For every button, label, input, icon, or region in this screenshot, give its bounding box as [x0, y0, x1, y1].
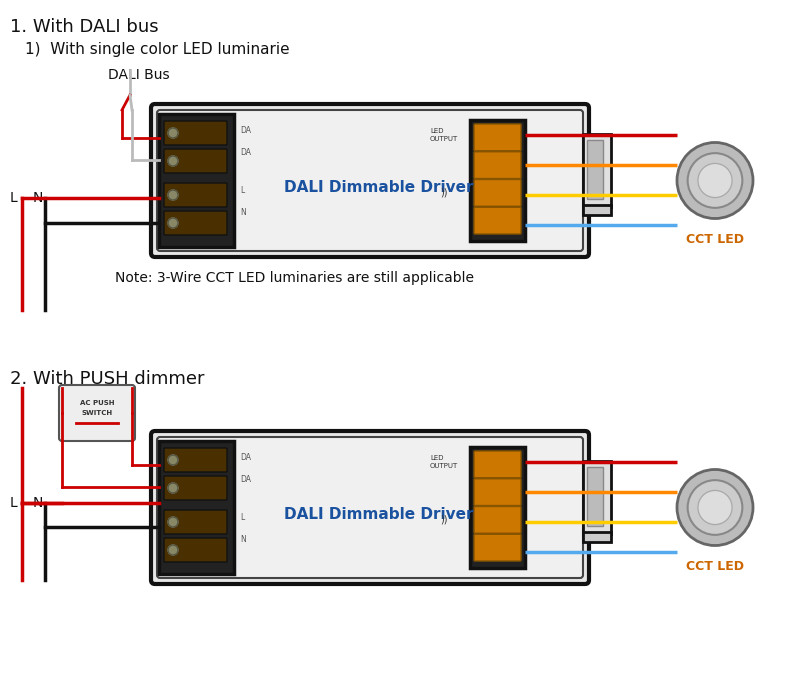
Text: DALI Bus: DALI Bus — [108, 68, 170, 82]
FancyBboxPatch shape — [164, 510, 227, 534]
FancyBboxPatch shape — [164, 183, 227, 207]
Text: DALI Dimmable Driver: DALI Dimmable Driver — [284, 180, 474, 195]
Text: CCT LED: CCT LED — [686, 233, 744, 245]
FancyBboxPatch shape — [164, 476, 227, 500]
Circle shape — [168, 156, 178, 166]
FancyBboxPatch shape — [474, 152, 521, 179]
FancyBboxPatch shape — [474, 451, 521, 477]
Bar — [583, 204, 611, 215]
Text: LED
OUTPUT: LED OUTPUT — [430, 455, 458, 468]
FancyBboxPatch shape — [474, 124, 521, 151]
Circle shape — [168, 218, 178, 228]
Text: DA: DA — [240, 147, 251, 156]
FancyBboxPatch shape — [474, 207, 521, 234]
Text: SWITCH: SWITCH — [82, 410, 113, 416]
Text: DA: DA — [240, 475, 251, 484]
Bar — [159, 441, 234, 574]
FancyBboxPatch shape — [474, 479, 521, 505]
Text: N: N — [33, 191, 43, 205]
Text: 2. With PUSH dimmer: 2. With PUSH dimmer — [10, 370, 205, 388]
Text: N: N — [240, 534, 246, 543]
Circle shape — [688, 153, 742, 208]
Text: CCT LED: CCT LED — [686, 559, 744, 573]
FancyBboxPatch shape — [151, 104, 589, 257]
FancyBboxPatch shape — [157, 110, 583, 251]
Bar — [470, 120, 525, 241]
Bar — [583, 532, 611, 541]
Text: L: L — [240, 512, 244, 521]
Text: 1. With DALI bus: 1. With DALI bus — [10, 18, 158, 36]
Text: DA: DA — [240, 126, 251, 135]
Circle shape — [677, 470, 753, 546]
FancyBboxPatch shape — [157, 437, 583, 578]
Circle shape — [698, 163, 732, 197]
FancyBboxPatch shape — [164, 121, 227, 145]
Bar — [159, 114, 234, 247]
Circle shape — [168, 190, 178, 200]
FancyBboxPatch shape — [59, 385, 135, 441]
Bar — [583, 134, 611, 206]
Circle shape — [168, 545, 178, 555]
Text: N: N — [240, 208, 246, 217]
FancyBboxPatch shape — [474, 534, 521, 561]
Bar — [470, 447, 525, 568]
Circle shape — [168, 455, 178, 465]
Circle shape — [168, 483, 178, 493]
Text: 1)  With single color LED luminarie: 1) With single color LED luminarie — [25, 42, 290, 57]
Text: L: L — [10, 496, 18, 510]
Text: L: L — [240, 186, 244, 195]
Text: L: L — [10, 191, 18, 205]
Circle shape — [698, 491, 732, 525]
Circle shape — [677, 142, 753, 218]
FancyBboxPatch shape — [164, 211, 227, 235]
Circle shape — [168, 128, 178, 138]
Text: DA: DA — [240, 452, 251, 461]
Text: DALI Dimmable Driver: DALI Dimmable Driver — [284, 507, 474, 522]
Text: LED
OUTPUT: LED OUTPUT — [430, 128, 458, 142]
Circle shape — [168, 517, 178, 527]
Bar — [587, 467, 603, 525]
Circle shape — [688, 480, 742, 535]
FancyBboxPatch shape — [474, 179, 521, 206]
FancyBboxPatch shape — [164, 448, 227, 472]
Text: )): )) — [440, 188, 447, 197]
Text: AC PUSH: AC PUSH — [80, 400, 114, 406]
Bar — [587, 140, 603, 199]
FancyBboxPatch shape — [164, 538, 227, 562]
Text: N: N — [33, 496, 43, 510]
FancyBboxPatch shape — [164, 149, 227, 173]
Bar — [583, 461, 611, 534]
FancyBboxPatch shape — [151, 431, 589, 584]
FancyBboxPatch shape — [474, 507, 521, 533]
Text: Note: 3-Wire CCT LED luminaries are still applicable: Note: 3-Wire CCT LED luminaries are stil… — [115, 271, 474, 285]
Text: )): )) — [440, 514, 447, 525]
